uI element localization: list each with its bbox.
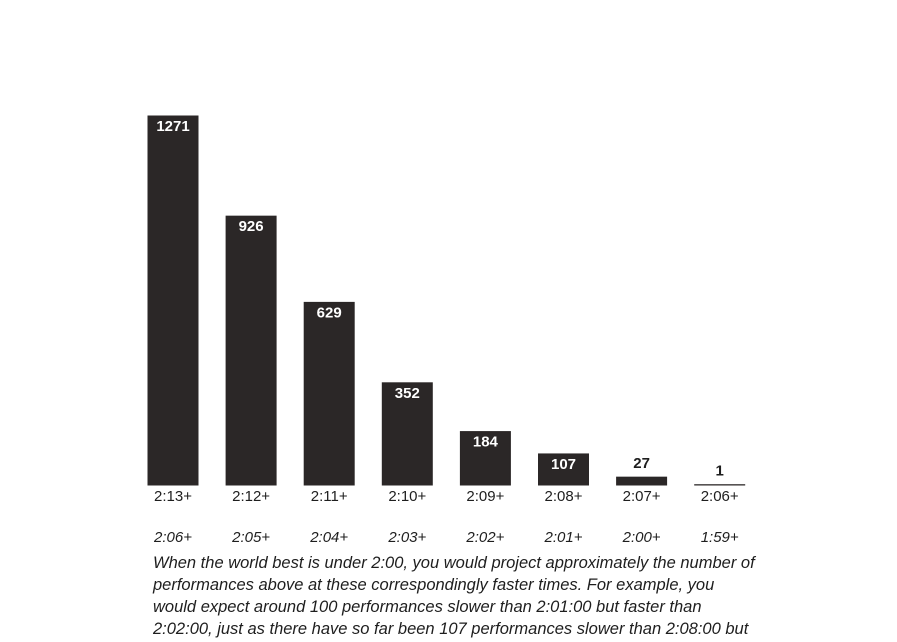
value-label: 352 xyxy=(395,385,420,402)
value-label: 27 xyxy=(633,455,650,472)
bar xyxy=(303,301,355,486)
x-tick-label: 2:08+ xyxy=(545,488,583,505)
equivalent-label: 2:06+ xyxy=(153,529,192,546)
value-label: 1271 xyxy=(156,118,189,135)
x-tick-label: 2:13+ xyxy=(154,488,192,505)
caption-line: When the world best is under 2:00, you w… xyxy=(153,554,757,572)
x-tick-label: 2:06+ xyxy=(701,488,739,505)
x-tick-label: 2:09+ xyxy=(466,488,504,505)
equivalent-label: 2:01+ xyxy=(544,529,583,546)
bar xyxy=(538,453,589,486)
x-tick-label: 2:12+ xyxy=(232,488,270,505)
caption-line: would expect around 100 performances slo… xyxy=(153,598,702,616)
equivalent-label: 2:05+ xyxy=(231,529,270,546)
caption-line: 2:02:00, just as there have so far been … xyxy=(152,620,750,638)
equivalent-label: 2:03+ xyxy=(387,529,426,546)
equivalent-label: 2:00+ xyxy=(622,529,661,546)
bar xyxy=(381,382,433,486)
x-tick-label: 2:10+ xyxy=(388,488,426,505)
bar xyxy=(459,431,511,486)
value-label: 926 xyxy=(239,218,264,235)
value-label: 1 xyxy=(716,463,724,480)
x-tick-label: 2:07+ xyxy=(623,488,661,505)
bar xyxy=(616,476,668,486)
equivalent-label: 2:02+ xyxy=(465,529,504,546)
x-tick-label: 2:11+ xyxy=(311,488,348,505)
equivalent-label: 1:59+ xyxy=(701,529,739,546)
value-label: 184 xyxy=(473,434,499,451)
bar xyxy=(147,115,199,486)
caption-line: performances above at these correspondin… xyxy=(152,576,714,594)
value-label: 107 xyxy=(551,456,576,473)
equivalent-label: 2:04+ xyxy=(309,529,348,546)
value-label: 629 xyxy=(317,304,342,321)
bar xyxy=(225,215,277,486)
